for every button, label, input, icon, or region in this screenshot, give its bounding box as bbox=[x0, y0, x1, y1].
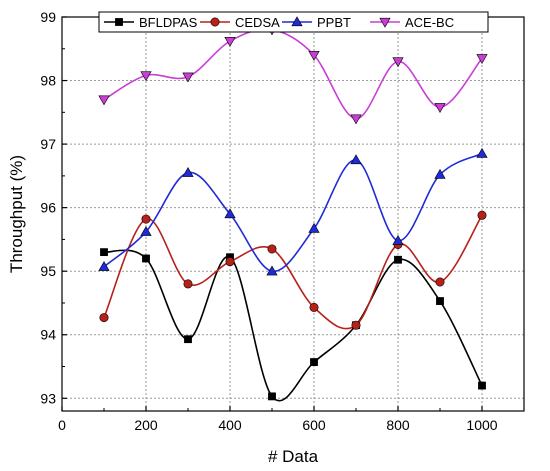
data-point-ace-bc bbox=[434, 103, 446, 113]
data-point-bfldpas bbox=[478, 381, 486, 390]
data-point-bfldpas bbox=[268, 392, 276, 401]
x-tick-label: 1000 bbox=[466, 417, 497, 433]
y-tick-label: 99 bbox=[40, 9, 56, 25]
x-tick-label: 0 bbox=[58, 417, 66, 433]
legend-item-ace-bc: ACE-BC bbox=[370, 15, 454, 30]
x-tick-label: 800 bbox=[386, 417, 410, 433]
series-line-bfldpas bbox=[103, 249, 483, 402]
y-tick-label: 95 bbox=[40, 263, 56, 279]
data-point-ppbt bbox=[308, 222, 320, 233]
data-point-bfldpas bbox=[184, 335, 192, 344]
legend-marker-ace-bc bbox=[379, 17, 391, 28]
legend: BFLDPAS CEDSA PPBT ACE-BC bbox=[98, 11, 489, 33]
legend-label-ppbt: PPBT bbox=[317, 15, 351, 30]
data-point-ace-bc bbox=[140, 71, 152, 82]
legend-marker-bfldpas bbox=[115, 18, 123, 26]
data-point-bfldpas bbox=[310, 358, 318, 366]
data-point-bfldpas bbox=[100, 248, 108, 257]
series-line-ppbt bbox=[103, 152, 483, 273]
data-point-ace-bc bbox=[98, 95, 110, 106]
data-point-ppbt bbox=[98, 261, 110, 271]
data-point-ace-bc bbox=[350, 114, 362, 125]
series-line-cedsa bbox=[103, 214, 483, 330]
data-point-ace-bc bbox=[308, 51, 320, 61]
y-tick-label: 96 bbox=[40, 200, 56, 216]
data-point-ace-bc bbox=[392, 57, 404, 68]
legend-marker-ppbt bbox=[291, 16, 303, 27]
x-tick-label: 600 bbox=[302, 417, 326, 433]
axis-ticks: 0 200 400 600 800 1000 93 94 95 96 97 98 99 bbox=[40, 9, 497, 433]
data-point-ace-bc bbox=[476, 54, 488, 65]
data-point-ppbt bbox=[224, 208, 236, 219]
legend-label-bfldpas: BFLDPAS bbox=[139, 15, 198, 30]
series-ppbt bbox=[98, 147, 488, 276]
legend-item-cedsa: CEDSA bbox=[200, 15, 280, 30]
series-cedsa bbox=[99, 210, 487, 330]
series-line-ace-bc bbox=[103, 28, 483, 120]
data-point-cedsa bbox=[351, 320, 361, 330]
data-point-ppbt bbox=[140, 226, 152, 236]
data-point-ppbt bbox=[434, 168, 446, 179]
data-point-ppbt bbox=[350, 154, 362, 165]
legend-marker-cedsa bbox=[210, 17, 220, 27]
data-point-cedsa bbox=[267, 244, 277, 254]
grid-lines bbox=[62, 16, 524, 411]
plot-area-frame bbox=[61, 16, 525, 412]
data-point-cedsa bbox=[477, 210, 487, 220]
legend-item-ppbt: PPBT bbox=[282, 15, 351, 30]
data-point-ace-bc bbox=[182, 72, 194, 83]
data-point-cedsa bbox=[141, 214, 151, 224]
data-point-ppbt bbox=[266, 265, 278, 276]
data-point-ace-bc bbox=[224, 37, 236, 47]
data-point-ppbt bbox=[476, 147, 488, 158]
data-point-bfldpas bbox=[436, 297, 444, 305]
data-point-ppbt bbox=[392, 234, 404, 245]
series-bfldpas bbox=[100, 248, 486, 402]
legend-label-cedsa: CEDSA bbox=[235, 15, 280, 30]
x-tick-label: 200 bbox=[134, 417, 158, 433]
series-layer bbox=[98, 25, 488, 402]
y-axis-title: Throughput (%) bbox=[7, 155, 26, 273]
series-ace-bc bbox=[98, 25, 488, 125]
legend-item-bfldpas: BFLDPAS bbox=[104, 15, 198, 30]
y-tick-label: 94 bbox=[40, 327, 56, 343]
data-point-cedsa bbox=[309, 302, 319, 312]
y-tick-label: 97 bbox=[40, 136, 56, 152]
y-tick-label: 98 bbox=[40, 73, 56, 89]
y-tick-label: 93 bbox=[40, 390, 56, 406]
data-point-cedsa bbox=[99, 313, 109, 323]
legend-label-ace-bc: ACE-BC bbox=[405, 15, 454, 30]
data-point-cedsa bbox=[183, 279, 193, 289]
data-point-ppbt bbox=[182, 166, 194, 177]
x-axis-title: # Data bbox=[268, 447, 319, 466]
x-tick-label: 400 bbox=[218, 417, 242, 433]
data-point-bfldpas bbox=[394, 255, 402, 264]
data-point-cedsa bbox=[225, 257, 235, 267]
data-point-bfldpas bbox=[142, 254, 150, 263]
data-point-cedsa bbox=[435, 277, 445, 287]
